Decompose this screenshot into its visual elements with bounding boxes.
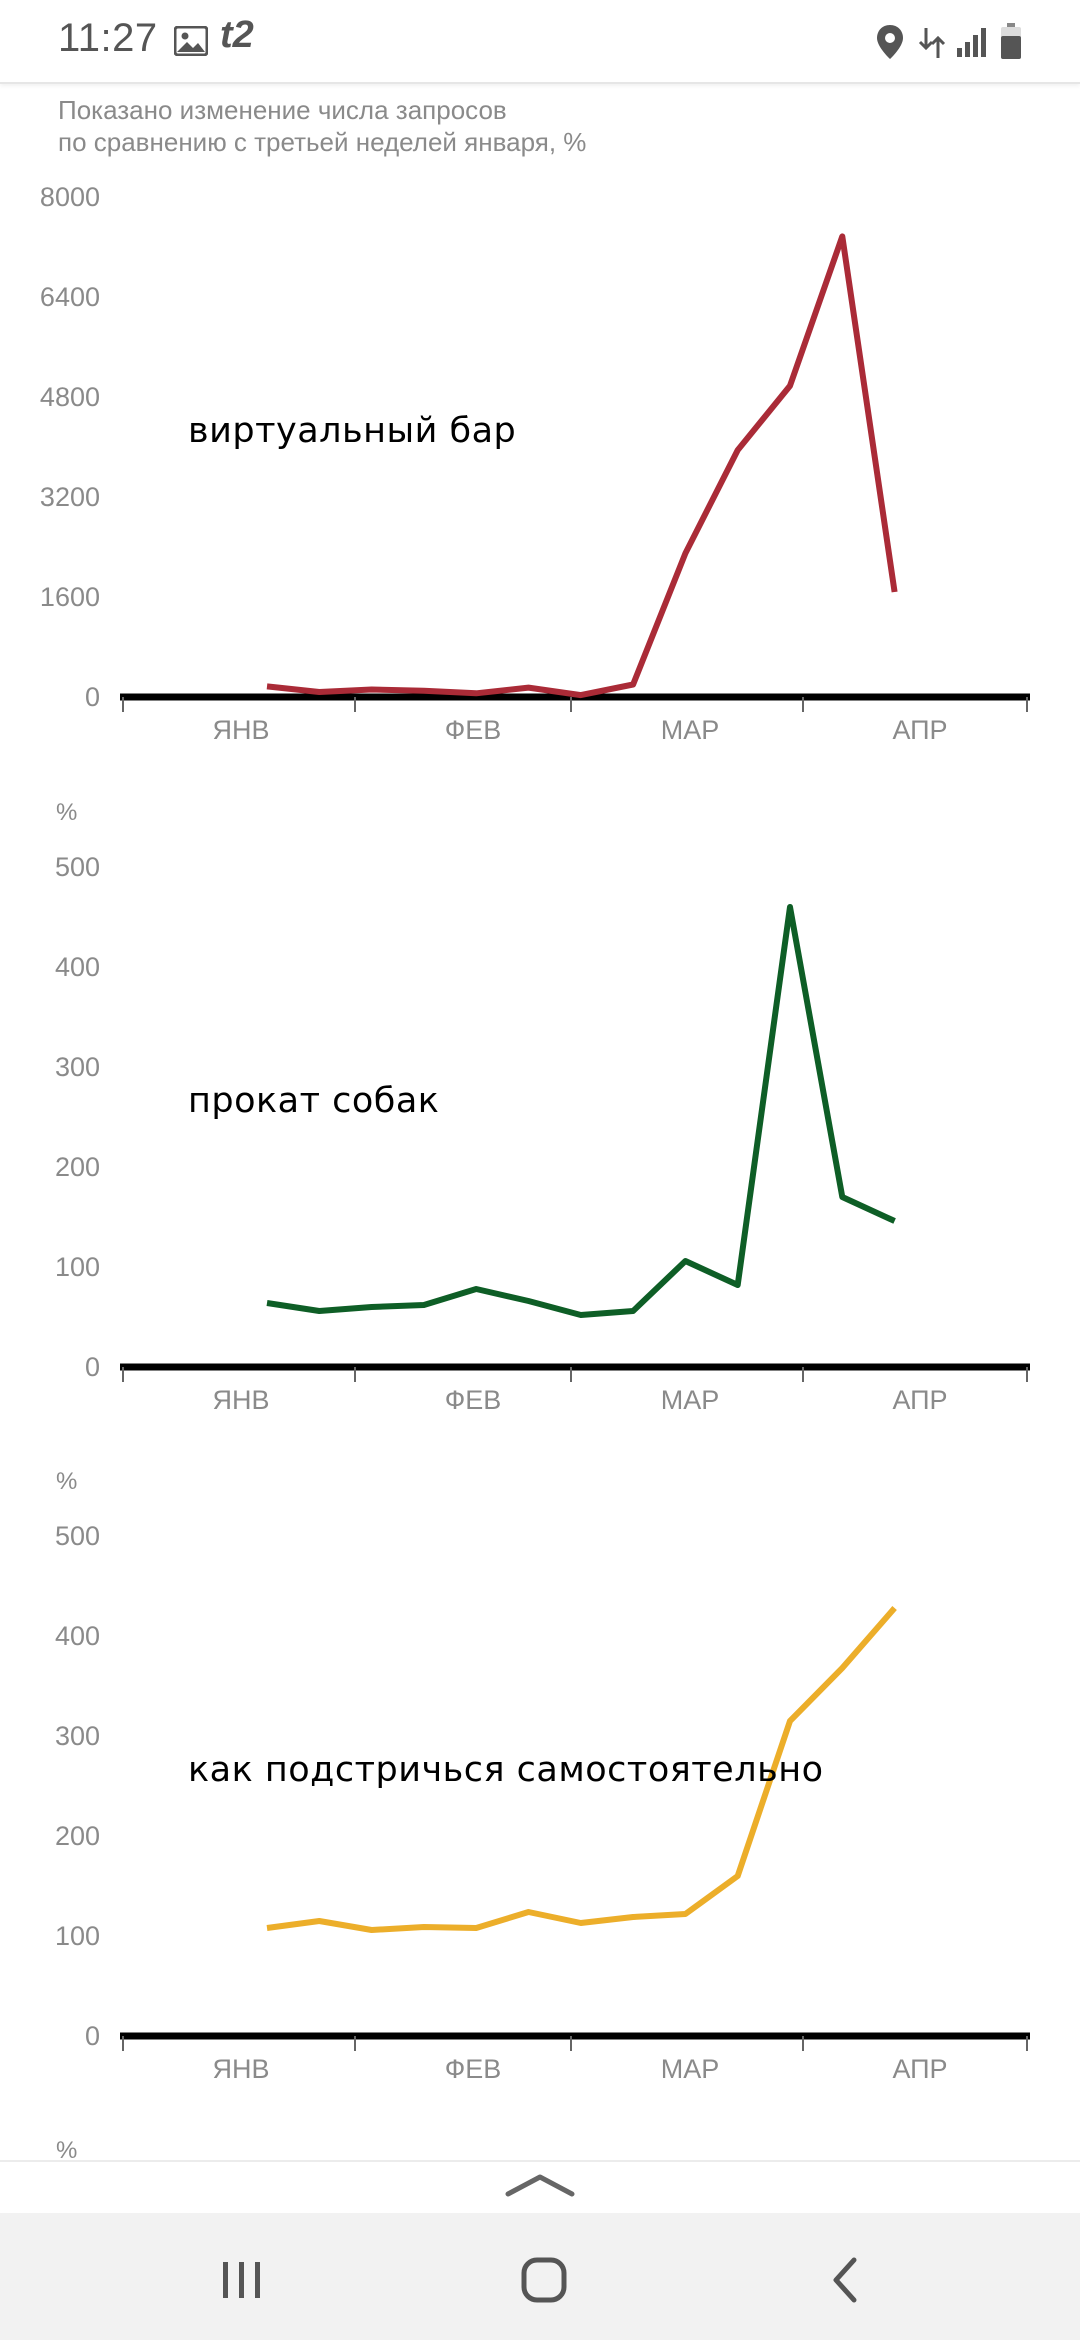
y-tick-label: 4800 <box>40 382 100 412</box>
location-icon <box>876 24 904 65</box>
status-time: 11:27 <box>58 16 158 60</box>
y-tick-label: 300 <box>55 1721 100 1751</box>
series-label: прокат собак <box>188 1081 439 1121</box>
chevron-up-icon[interactable] <box>505 2172 575 2203</box>
next-unit-label: % <box>56 2137 77 2160</box>
home-button[interactable] <box>514 2250 574 2310</box>
x-tick-label: МАР <box>661 1385 720 1415</box>
x-tick-label: АПР <box>892 1385 947 1415</box>
signal-icon <box>956 26 990 63</box>
x-tick-label: АПР <box>892 2054 947 2084</box>
back-button[interactable] <box>816 2250 876 2310</box>
series-line <box>266 904 896 1318</box>
x-tick-label: ФЕВ <box>445 2054 502 2084</box>
unit-label: % <box>56 1468 77 1495</box>
y-tick-label: 0 <box>85 682 100 712</box>
y-tick-label: 3200 <box>40 482 100 512</box>
bottom-sheet-bar <box>0 2160 1080 2214</box>
y-tick-label: 500 <box>55 852 100 882</box>
unit-label: % <box>56 799 77 826</box>
status-bar: 11:27 t2 <box>0 0 1080 84</box>
recent-apps-button[interactable] <box>212 2250 272 2310</box>
y-tick-label: 0 <box>85 1352 100 1382</box>
home-icon <box>521 2257 567 2303</box>
x-tick-label: ФЕВ <box>445 1385 502 1415</box>
back-icon <box>833 2257 857 2303</box>
series-label: как подстричься самостоятельно <box>188 1750 824 1790</box>
y-tick-label: 6400 <box>40 282 100 312</box>
x-tick-label: МАР <box>661 2054 720 2084</box>
y-tick-label: 400 <box>55 1621 100 1651</box>
y-tick-label: 200 <box>55 1152 100 1182</box>
series-line <box>266 233 898 699</box>
battery-icon <box>1000 22 1022 65</box>
charts-area: 0 1600 3200 4800 6400 8000 ЯНВ ФЕВ МАР АПР виртуал… <box>40 182 1030 2160</box>
y-tick-label: 500 <box>55 1521 100 1551</box>
recent-apps-icon <box>223 2262 260 2298</box>
subtitle-line-2: по сравнению с третьей неделей января, % <box>58 127 587 157</box>
y-tick-label: 200 <box>55 1821 100 1851</box>
image-icon <box>173 25 209 61</box>
y-tick-label: 8000 <box>40 182 100 212</box>
y-tick-label: 100 <box>55 1252 100 1282</box>
y-tick-label: 0 <box>85 2021 100 2051</box>
series-line <box>266 1606 897 1933</box>
series-label: виртуальный бар <box>188 411 516 451</box>
navigation-bar <box>0 2213 1080 2340</box>
x-tick-label: ФЕВ <box>445 715 502 745</box>
x-tick-label: МАР <box>661 715 720 745</box>
chart-subtitle: Показано изменение числа запросов по сра… <box>58 94 958 158</box>
y-tick-label: 400 <box>55 952 100 982</box>
y-tick-label: 300 <box>55 1052 100 1082</box>
y-tick-label: 1600 <box>40 582 100 612</box>
carrier-label: t2 <box>220 14 254 56</box>
y-tick-label: 100 <box>55 1921 100 1951</box>
x-tick-label: ЯНВ <box>212 1385 269 1415</box>
data-transfer-icon <box>918 26 946 65</box>
x-tick-label: ЯНВ <box>212 715 269 745</box>
subtitle-line-1: Показано изменение числа запросов <box>58 95 507 125</box>
x-tick-label: АПР <box>892 715 947 745</box>
x-tick-label: ЯНВ <box>212 2054 269 2084</box>
